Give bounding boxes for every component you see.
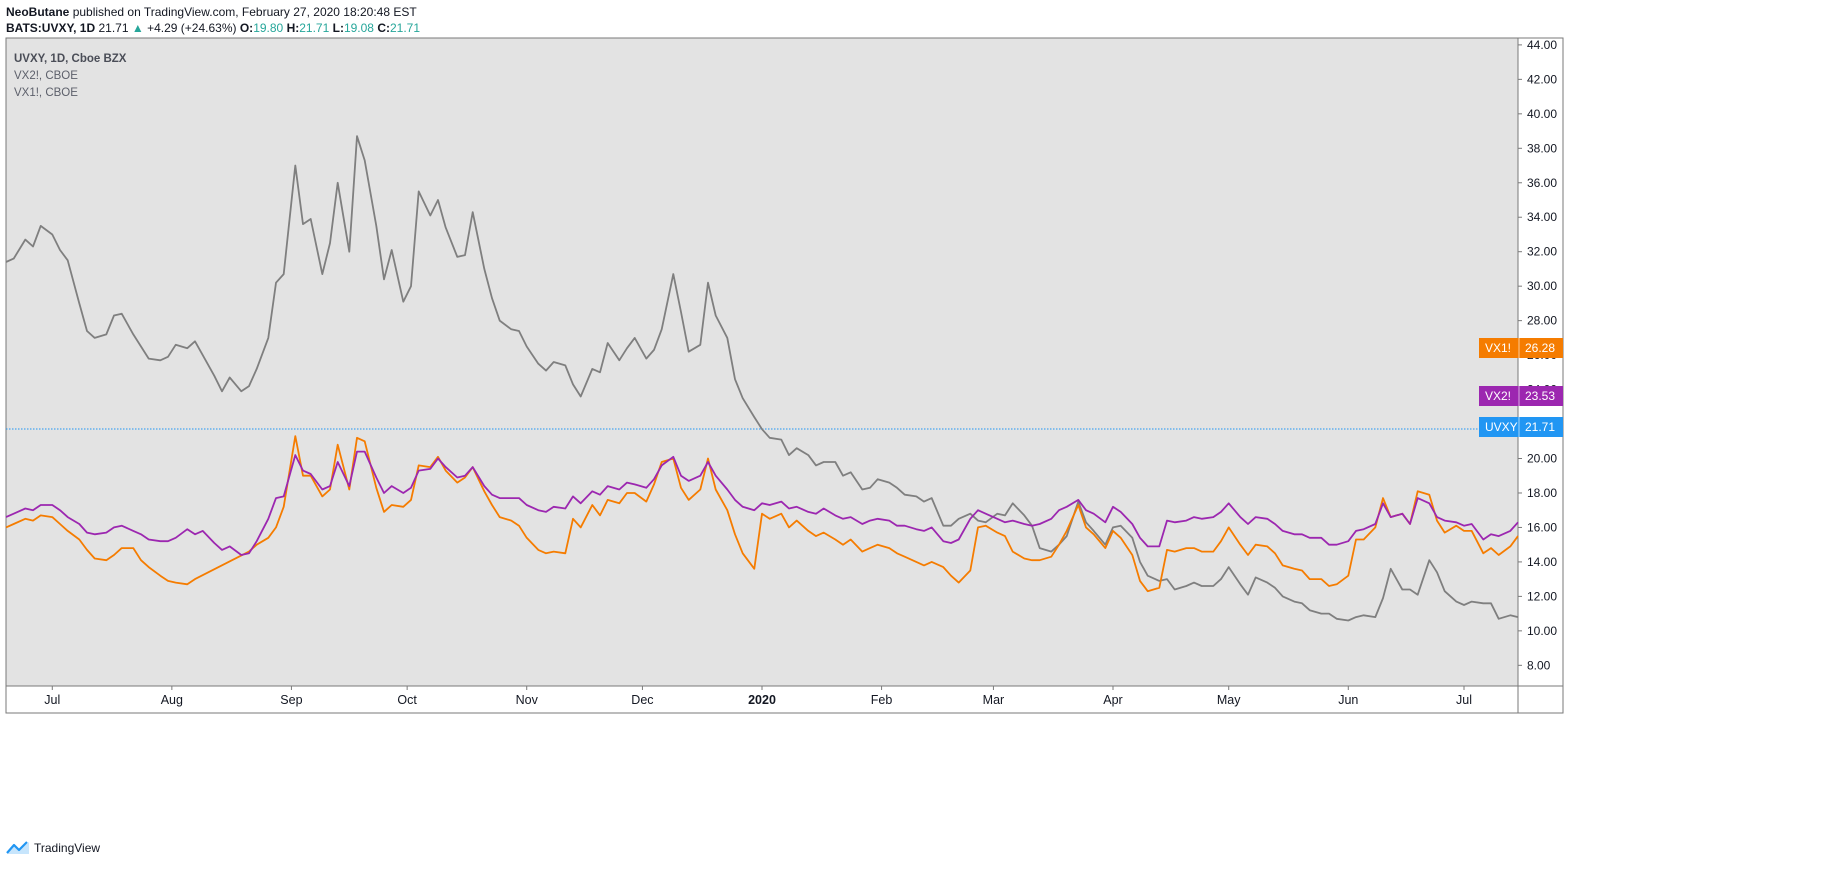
plot-area (6, 38, 1518, 686)
ohlc-line: BATS:UVXY, 1D 21.71 ▲ +4.29 (+24.63%) O:… (6, 21, 420, 35)
series-line-vx2 (5, 450, 1519, 556)
chart-frame (5, 37, 1564, 714)
x-tick-label: Jun (1338, 693, 1358, 707)
price-tag-vx1 (1479, 338, 1563, 358)
high-value: 21.71 (299, 21, 330, 35)
x-tick-label: Apr (1103, 693, 1122, 707)
price-tag-name: UVXY (1485, 420, 1518, 434)
y-tick-label: 10.00 (1527, 624, 1557, 638)
y-tick-label: 30.00 (1527, 279, 1557, 293)
price-tag-value: 23.53 (1525, 389, 1555, 403)
y-tick-label: 20.00 (1527, 452, 1557, 466)
series-line-vx1 (5, 435, 1519, 593)
y-tick-label: 36.00 (1527, 176, 1557, 190)
price-tag-name: VX2! (1485, 389, 1511, 403)
price-change: +4.29 (+24.63%) (147, 21, 237, 35)
y-tick-label: 18.00 (1527, 486, 1557, 500)
series-legend: UVXY, 1D, Cboe BZX VX2!, CBOE VX1!, CBOE (14, 51, 126, 102)
y-tick-label: 34.00 (1527, 210, 1557, 224)
y-tick-label: 40.00 (1527, 107, 1557, 121)
symbol-label: BATS:UVXY, 1D (6, 21, 96, 35)
y-tick-label: 44.00 (1527, 38, 1557, 52)
x-tick-label: Oct (397, 693, 417, 707)
tradingview-logo-icon (6, 841, 29, 854)
y-tick-label: 16.00 (1527, 520, 1557, 534)
y-tick-label: 38.00 (1527, 141, 1557, 155)
legend-vx1[interactable]: VX1!, CBOE (14, 87, 78, 99)
x-tick-label: Aug (161, 693, 183, 707)
up-arrow-icon: ▲ (131, 21, 144, 35)
x-tick-label: Jul (44, 693, 60, 707)
price-tag-value: 26.28 (1525, 341, 1555, 355)
x-tick-label: Sep (280, 693, 302, 707)
y-tick-label: 42.00 (1527, 72, 1557, 86)
y-tick-label: 14.00 (1527, 555, 1557, 569)
footer-brand[interactable]: TradingView (34, 841, 101, 855)
x-tick-label: Dec (631, 693, 653, 707)
y-tick-label: 8.00 (1527, 658, 1551, 672)
legend-uvxy[interactable]: UVXY, 1D, Cboe BZX (14, 53, 127, 65)
publish-info: NeoButane published on TradingView.com, … (6, 5, 417, 19)
x-tick-label: May (1217, 693, 1241, 707)
low-value: 19.08 (343, 21, 374, 35)
close-label: C: (377, 21, 390, 35)
y-tick-label: 12.00 (1527, 589, 1557, 603)
x-tick-label: Mar (983, 693, 1005, 707)
low-label: L: (332, 21, 344, 35)
close-value: 21.71 (389, 21, 421, 35)
high-label: H: (286, 21, 300, 35)
x-tick-label: 2020 (748, 693, 776, 707)
price-tag-uvxy (1479, 417, 1563, 437)
open-value: 19.80 (253, 21, 284, 35)
author-name[interactable]: NeoButane (6, 5, 70, 19)
open-label: O: (239, 21, 254, 35)
tradingview-footer: TradingView (6, 841, 100, 855)
publish-text: published on TradingView.com, February 2… (72, 5, 417, 19)
x-tick-label: Nov (516, 693, 539, 707)
x-tick-label: Jul (1456, 693, 1472, 707)
y-tick-label: 28.00 (1527, 314, 1557, 328)
x-tick-label: Feb (871, 693, 893, 707)
price-tag-value: 21.71 (1525, 420, 1555, 434)
legend-vx2[interactable]: VX2!, CBOE (14, 70, 78, 82)
series-line-uvxy (5, 135, 1519, 622)
price-tag-vx2 (1479, 386, 1563, 406)
price-tag-name: VX1! (1485, 341, 1511, 355)
y-tick-label: 32.00 (1527, 245, 1557, 259)
last-price: 21.71 (98, 21, 129, 35)
